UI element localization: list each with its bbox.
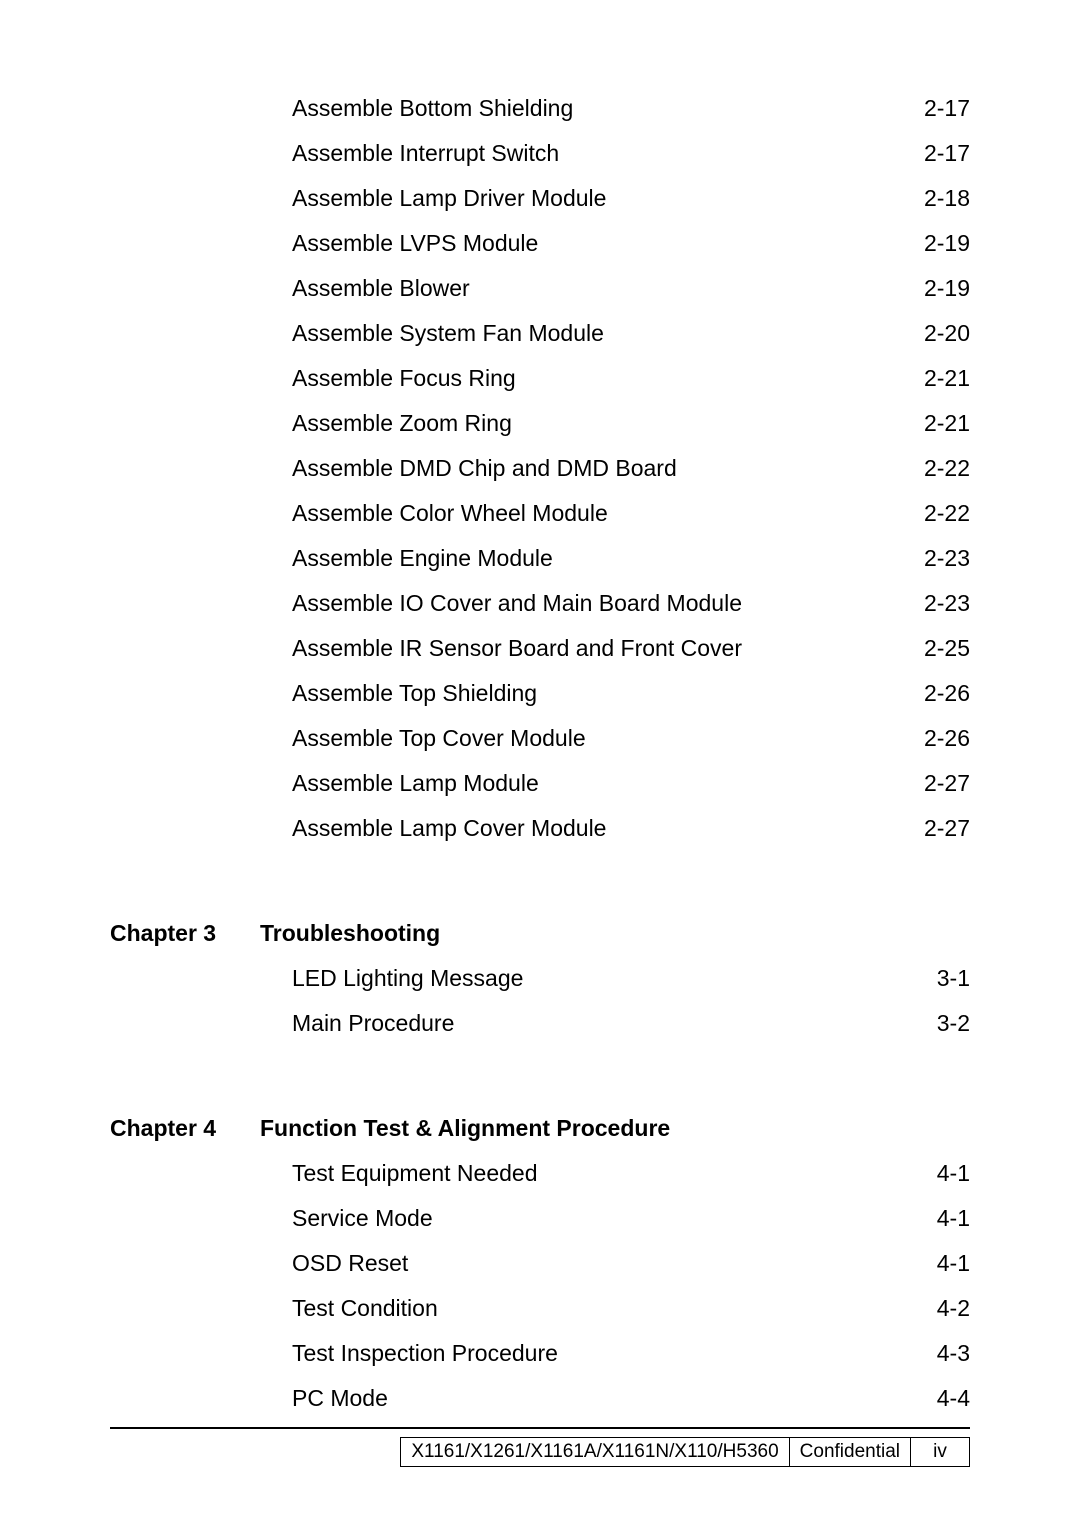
toc-page: 2-19 (910, 275, 970, 302)
toc-entry: Assemble Focus Ring 2-21 (110, 365, 970, 392)
chapter4-title: Function Test & Alignment Procedure (260, 1115, 910, 1142)
toc-label: Test Equipment Needed (292, 1160, 910, 1187)
toc-entry: Test Condition 4-2 (110, 1295, 970, 1322)
toc-entry: Assemble IR Sensor Board and Front Cover… (110, 635, 970, 662)
toc-page: 2-17 (910, 140, 970, 167)
toc-page: 4-1 (910, 1160, 970, 1187)
toc-label: Assemble IR Sensor Board and Front Cover (292, 635, 910, 662)
chapter3-title: Troubleshooting (260, 920, 910, 947)
toc-entry: Assemble Lamp Driver Module 2-18 (110, 185, 970, 212)
chapter4-items: Test Equipment Needed 4-1 Service Mode 4… (110, 1160, 970, 1412)
toc-page: 3-2 (910, 1010, 970, 1037)
toc-entry: Service Mode 4-1 (110, 1205, 970, 1232)
toc-page: 3-1 (910, 965, 970, 992)
toc-label: Assemble Color Wheel Module (292, 500, 910, 527)
section-gap (110, 1055, 970, 1085)
toc-page: 2-21 (910, 365, 970, 392)
toc-entry: Assemble Top Cover Module 2-26 (110, 725, 970, 752)
toc-page: 2-27 (910, 815, 970, 842)
toc-page: 2-25 (910, 635, 970, 662)
section1-items: Assemble Bottom Shielding 2-17 Assemble … (110, 95, 970, 842)
toc-entry: Assemble Engine Module 2-23 (110, 545, 970, 572)
toc-page: 2-23 (910, 590, 970, 617)
toc-label: OSD Reset (292, 1250, 910, 1277)
toc-label: Assemble Bottom Shielding (292, 95, 910, 122)
toc-page: 2-21 (910, 410, 970, 437)
toc-label: Assemble DMD Chip and DMD Board (292, 455, 910, 482)
toc-page: 4-1 (910, 1205, 970, 1232)
toc-label: Assemble Top Cover Module (292, 725, 910, 752)
toc-page: 2-23 (910, 545, 970, 572)
toc-entry: PC Mode 4-4 (110, 1385, 970, 1412)
toc-page: 2-27 (910, 770, 970, 797)
toc-label: Assemble Focus Ring (292, 365, 910, 392)
toc-label: Main Procedure (292, 1010, 910, 1037)
footer-rule (110, 1427, 970, 1429)
toc-entry: Test Equipment Needed 4-1 (110, 1160, 970, 1187)
footer-page-number: iv (910, 1437, 970, 1467)
toc-page: 4-4 (910, 1385, 970, 1412)
toc-label: Assemble Lamp Module (292, 770, 910, 797)
toc-entry: Assemble Lamp Module 2-27 (110, 770, 970, 797)
chapter3-items: LED Lighting Message 3-1 Main Procedure … (110, 965, 970, 1037)
toc-entry: Assemble Interrupt Switch 2-17 (110, 140, 970, 167)
toc-entry: LED Lighting Message 3-1 (110, 965, 970, 992)
footer-confidential: Confidential (789, 1437, 911, 1467)
toc-page: 2-26 (910, 725, 970, 752)
toc-page: 2-18 (910, 185, 970, 212)
toc-page: 2-22 (910, 455, 970, 482)
section-gap (110, 860, 970, 890)
toc-page: 4-3 (910, 1340, 970, 1367)
toc-entry: OSD Reset 4-1 (110, 1250, 970, 1277)
toc-label: Test Inspection Procedure (292, 1340, 910, 1367)
chapter4-label: Chapter 4 (110, 1115, 260, 1142)
toc-page: 2-20 (910, 320, 970, 347)
toc-label: PC Mode (292, 1385, 910, 1412)
toc-label: Test Condition (292, 1295, 910, 1322)
toc-entry: Assemble Top Shielding 2-26 (110, 680, 970, 707)
toc-entry: Assemble LVPS Module 2-19 (110, 230, 970, 257)
toc-label: Assemble Blower (292, 275, 910, 302)
toc-label: Service Mode (292, 1205, 910, 1232)
toc-entry: Test Inspection Procedure 4-3 (110, 1340, 970, 1367)
toc-page: 2-17 (910, 95, 970, 122)
chapter4-heading: Chapter 4 Function Test & Alignment Proc… (110, 1115, 970, 1142)
toc-label: Assemble Engine Module (292, 545, 910, 572)
toc-label: Assemble Lamp Cover Module (292, 815, 910, 842)
toc-entry: Assemble Color Wheel Module 2-22 (110, 500, 970, 527)
toc-entry: Assemble DMD Chip and DMD Board 2-22 (110, 455, 970, 482)
chapter3-label: Chapter 3 (110, 920, 260, 947)
toc-page: 2-19 (910, 230, 970, 257)
toc-entry: Assemble Zoom Ring 2-21 (110, 410, 970, 437)
toc-label: Assemble Top Shielding (292, 680, 910, 707)
toc-label: LED Lighting Message (292, 965, 910, 992)
toc-entry: Main Procedure 3-2 (110, 1010, 970, 1037)
toc-label: Assemble IO Cover and Main Board Module (292, 590, 910, 617)
toc-label: Assemble Zoom Ring (292, 410, 910, 437)
toc-entry: Assemble IO Cover and Main Board Module … (110, 590, 970, 617)
page-content: Assemble Bottom Shielding 2-17 Assemble … (0, 0, 1080, 1412)
toc-entry: Assemble Lamp Cover Module 2-27 (110, 815, 970, 842)
page-footer: X1161/X1261/X1161A/X1161N/X110/H5360 Con… (0, 1427, 1080, 1467)
toc-label: Assemble System Fan Module (292, 320, 910, 347)
toc-page: 2-26 (910, 680, 970, 707)
footer-boxes: X1161/X1261/X1161A/X1161N/X110/H5360 Con… (110, 1437, 970, 1467)
toc-page: 4-1 (910, 1250, 970, 1277)
chapter3-heading: Chapter 3 Troubleshooting (110, 920, 970, 947)
toc-label: Assemble Lamp Driver Module (292, 185, 910, 212)
toc-label: Assemble Interrupt Switch (292, 140, 910, 167)
toc-page: 2-22 (910, 500, 970, 527)
toc-entry: Assemble Bottom Shielding 2-17 (110, 95, 970, 122)
toc-page: 4-2 (910, 1295, 970, 1322)
toc-entry: Assemble Blower 2-19 (110, 275, 970, 302)
toc-entry: Assemble System Fan Module 2-20 (110, 320, 970, 347)
footer-model: X1161/X1261/X1161A/X1161N/X110/H5360 (400, 1437, 789, 1467)
toc-label: Assemble LVPS Module (292, 230, 910, 257)
